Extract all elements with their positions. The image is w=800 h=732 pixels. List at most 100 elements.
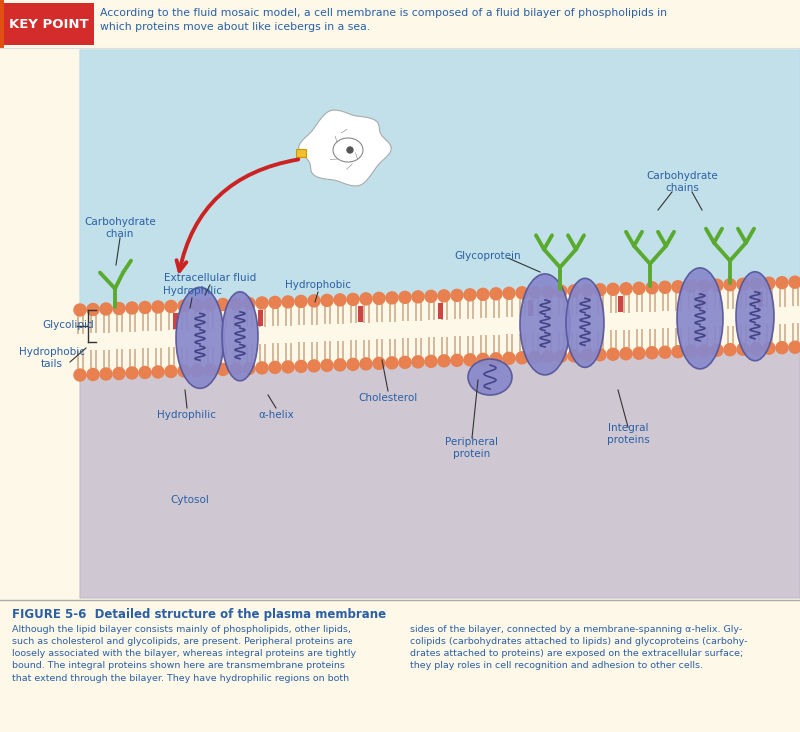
Circle shape — [113, 367, 125, 379]
Circle shape — [204, 299, 216, 311]
Circle shape — [321, 359, 333, 371]
Text: Although the lipid bilayer consists mainly of phospholipids, other lipids,
such : Although the lipid bilayer consists main… — [12, 625, 356, 683]
Circle shape — [204, 364, 216, 376]
Circle shape — [763, 342, 775, 354]
Circle shape — [568, 285, 580, 296]
Ellipse shape — [333, 138, 363, 162]
Circle shape — [711, 344, 723, 356]
Circle shape — [113, 302, 125, 315]
Circle shape — [464, 289, 476, 301]
Circle shape — [87, 304, 99, 315]
Text: Extracellular fluid: Extracellular fluid — [164, 273, 256, 283]
Circle shape — [347, 294, 359, 305]
Circle shape — [672, 281, 684, 293]
Ellipse shape — [520, 274, 570, 375]
Text: Integral
proteins: Integral proteins — [606, 423, 650, 445]
Circle shape — [503, 288, 515, 299]
Text: α-helix: α-helix — [258, 410, 294, 420]
Circle shape — [386, 292, 398, 304]
Circle shape — [256, 362, 268, 374]
Text: Hydrophobic: Hydrophobic — [285, 280, 351, 290]
FancyBboxPatch shape — [618, 296, 622, 312]
Circle shape — [347, 147, 353, 153]
FancyBboxPatch shape — [438, 303, 442, 319]
Circle shape — [165, 365, 177, 378]
Ellipse shape — [566, 278, 604, 367]
Text: FIGURE 5-6  Detailed structure of the plasma membrane: FIGURE 5-6 Detailed structure of the pla… — [12, 608, 386, 621]
FancyBboxPatch shape — [758, 291, 762, 307]
Polygon shape — [80, 347, 800, 598]
Circle shape — [399, 356, 411, 368]
Circle shape — [607, 348, 619, 360]
Text: Carbohydrate
chain: Carbohydrate chain — [84, 217, 156, 239]
Circle shape — [724, 344, 736, 356]
Circle shape — [360, 358, 372, 370]
Circle shape — [542, 351, 554, 363]
Circle shape — [295, 360, 307, 373]
Circle shape — [659, 281, 671, 294]
Circle shape — [74, 304, 86, 316]
Circle shape — [776, 342, 788, 354]
Circle shape — [412, 356, 424, 368]
Circle shape — [243, 362, 255, 375]
Circle shape — [789, 341, 800, 354]
Circle shape — [737, 278, 749, 290]
Text: sides of the bilayer, connected by a membrane-spanning α-helix. Gly-
colipids (c: sides of the bilayer, connected by a mem… — [410, 625, 747, 671]
Circle shape — [750, 277, 762, 290]
Text: Carbohydrate
chains: Carbohydrate chains — [646, 171, 718, 193]
Circle shape — [139, 302, 151, 313]
Circle shape — [100, 368, 112, 380]
Circle shape — [646, 347, 658, 359]
Circle shape — [789, 276, 800, 288]
Circle shape — [438, 355, 450, 367]
Circle shape — [308, 295, 320, 307]
Text: Hydrophilic: Hydrophilic — [162, 286, 222, 296]
Text: Cholesterol: Cholesterol — [358, 393, 418, 403]
Circle shape — [685, 280, 697, 292]
Circle shape — [529, 351, 541, 363]
Circle shape — [555, 351, 567, 362]
Circle shape — [685, 346, 697, 357]
Circle shape — [555, 285, 567, 297]
Circle shape — [646, 282, 658, 294]
Circle shape — [698, 280, 710, 292]
Circle shape — [100, 303, 112, 315]
Circle shape — [178, 365, 190, 377]
Circle shape — [230, 298, 242, 310]
Circle shape — [451, 354, 463, 366]
Circle shape — [451, 289, 463, 302]
Circle shape — [490, 353, 502, 365]
Circle shape — [659, 346, 671, 358]
Circle shape — [776, 277, 788, 288]
Polygon shape — [298, 110, 391, 186]
Text: Hydrophobic
tails: Hydrophobic tails — [19, 347, 85, 369]
FancyBboxPatch shape — [173, 313, 178, 329]
Circle shape — [217, 299, 229, 310]
FancyBboxPatch shape — [0, 0, 4, 48]
Circle shape — [373, 357, 385, 370]
Circle shape — [477, 354, 489, 365]
Circle shape — [568, 350, 580, 362]
Circle shape — [386, 357, 398, 369]
Text: Glycoprotein: Glycoprotein — [454, 251, 522, 261]
FancyBboxPatch shape — [358, 306, 362, 322]
Circle shape — [152, 301, 164, 313]
Ellipse shape — [468, 359, 512, 395]
Circle shape — [334, 294, 346, 306]
Circle shape — [347, 359, 359, 370]
Circle shape — [763, 277, 775, 289]
Circle shape — [295, 296, 307, 307]
Circle shape — [282, 296, 294, 308]
Circle shape — [334, 359, 346, 371]
Circle shape — [438, 290, 450, 302]
Circle shape — [672, 346, 684, 358]
Circle shape — [308, 360, 320, 372]
FancyBboxPatch shape — [698, 293, 702, 309]
Circle shape — [87, 368, 99, 381]
Circle shape — [217, 364, 229, 376]
Circle shape — [412, 291, 424, 303]
Circle shape — [269, 362, 281, 373]
Circle shape — [620, 348, 632, 359]
Circle shape — [750, 343, 762, 355]
Circle shape — [633, 283, 645, 294]
